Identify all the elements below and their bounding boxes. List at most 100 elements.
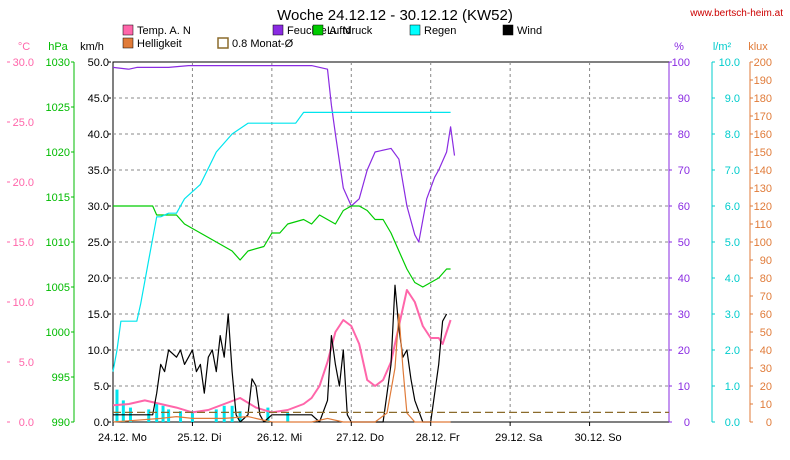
axis-tick-label-temp: 5.0 xyxy=(19,357,34,369)
axis-tick-label-rain: 0.0 xyxy=(725,417,740,429)
legend-swatch-0 xyxy=(122,24,134,36)
x-axis-label: 24.12. Mo xyxy=(98,432,147,444)
legend-swatch-1 xyxy=(272,24,284,36)
axis-tick-label-temp: 20.0 xyxy=(13,177,34,189)
axis-tick-label-wind: 50.0 xyxy=(88,57,109,69)
axis-tick-label-rain: 2.0 xyxy=(725,345,740,357)
axis-unit-rain: l/m² xyxy=(713,41,732,53)
axis-tick-label-temp: 15.0 xyxy=(13,237,34,249)
axis-tick-label-rain: 6.0 xyxy=(725,201,740,213)
axis-tick-label-light: 20 xyxy=(760,381,772,393)
legend-label-6: 0.8 Monat-Ø xyxy=(232,38,294,50)
axis-tick-label-humidity: 80 xyxy=(678,129,690,141)
legend-swatch-4 xyxy=(502,24,514,36)
axis-tick-label-light: 30 xyxy=(760,363,772,375)
x-axis-label: 29.12. Sa xyxy=(495,432,543,444)
axis-tick-label-light: 110 xyxy=(754,219,772,231)
rain-bar-5 xyxy=(161,405,165,422)
x-axis-label: 28.12. Fr xyxy=(416,432,460,444)
axis-tick-label-humidity: 90 xyxy=(678,93,690,105)
series-line-temp-a-n xyxy=(112,289,452,414)
rain-bar-10 xyxy=(222,405,226,422)
legend-label-5: Helligkeit xyxy=(137,38,182,50)
gridlines xyxy=(112,61,670,423)
series-line-feuchte-a-n xyxy=(112,64,456,243)
axis-tick-label-light: 10 xyxy=(760,399,772,411)
axis-headers: °C hPa km/h% l/m² klux xyxy=(18,41,768,53)
axis-tick-label-pressure: 1025 xyxy=(46,102,70,114)
x-axis-label: 30.12. So xyxy=(575,432,622,444)
axis-tick-label-light: 170 xyxy=(754,111,772,123)
axes: 0.05.010.015.020.025.030.099099510001005… xyxy=(7,57,772,429)
plot-series xyxy=(112,64,669,423)
axis-tick-label-humidity: 70 xyxy=(678,165,690,177)
axis-tick-label-temp: 25.0 xyxy=(13,117,34,129)
legend-label-0: Temp. A. N xyxy=(137,25,191,37)
axis-tick-label-rain: 8.0 xyxy=(725,129,740,141)
axis-unit-wind: km/h xyxy=(80,41,104,53)
axis-tick-label-pressure: 1000 xyxy=(46,327,70,339)
axis-tick-label-humidity: 0 xyxy=(684,417,690,429)
axis-tick-label-wind: 0.0 xyxy=(94,417,109,429)
axis-tick-label-wind: 15.0 xyxy=(88,309,109,321)
axis-tick-label-wind: 20.0 xyxy=(88,273,109,285)
rain-bar-8 xyxy=(190,411,194,422)
axis-tick-label-temp: 0.0 xyxy=(19,417,34,429)
axis-unit-pressure: hPa xyxy=(48,41,68,53)
source-url: www.bertsch-heim.at xyxy=(689,8,783,19)
axis-tick-label-light: 200 xyxy=(754,57,772,69)
rain-bar-6 xyxy=(167,409,171,422)
axis-tick-label-rain: 4.0 xyxy=(725,273,740,285)
axis-tick-label-temp: 30.0 xyxy=(13,57,34,69)
axis-unit-light: klux xyxy=(748,41,768,53)
rain-bar-13 xyxy=(266,407,270,422)
axis-tick-label-humidity: 20 xyxy=(678,345,690,357)
axis-tick-label-light: 130 xyxy=(754,183,772,195)
axis-tick-label-humidity: 30 xyxy=(678,309,690,321)
rain-bar-3 xyxy=(147,409,151,422)
series-line-luftdruck xyxy=(113,205,451,288)
axis-tick-label-pressure: 1005 xyxy=(46,282,70,294)
axis-tick-label-pressure: 1010 xyxy=(46,237,70,249)
axis-tick-label-pressure: 1015 xyxy=(46,192,70,204)
axis-tick-label-light: 70 xyxy=(760,291,772,303)
axis-tick-label-rain: 5.0 xyxy=(725,237,740,249)
axis-tick-label-light: 120 xyxy=(754,201,772,213)
legend-swatch-3 xyxy=(409,24,421,36)
axis-unit-humidity: % xyxy=(674,41,684,53)
axis-tick-label-pressure: 995 xyxy=(52,372,70,384)
series-line-helligkeit xyxy=(112,313,451,423)
axis-tick-label-light: 160 xyxy=(754,129,772,141)
axis-tick-label-wind: 25.0 xyxy=(88,237,109,249)
axis-tick-label-rain: 9.0 xyxy=(725,93,740,105)
chart-title: Woche 24.12.12 - 30.12.12 (KW52) xyxy=(277,7,513,24)
axis-tick-label-light: 50 xyxy=(760,327,772,339)
axis-tick-label-rain: 7.0 xyxy=(725,165,740,177)
axis-tick-label-light: 0 xyxy=(766,417,772,429)
x-axis-label: 27.12. Do xyxy=(336,432,384,444)
legend-swatch-5 xyxy=(122,37,134,49)
legend-swatch-2 xyxy=(312,24,324,36)
legend-label-3: Regen xyxy=(424,25,456,37)
x-axis-label: 25.12. Di xyxy=(177,432,221,444)
axis-tick-label-humidity: 60 xyxy=(678,201,690,213)
axis-tick-label-light: 140 xyxy=(754,165,772,177)
axis-tick-label-pressure: 1030 xyxy=(46,57,70,69)
axis-tick-label-humidity: 100 xyxy=(672,57,690,69)
axis-tick-label-wind: 10.0 xyxy=(88,345,109,357)
axis-tick-label-wind: 5.0 xyxy=(94,381,109,393)
series-line-regen xyxy=(112,111,451,372)
axis-tick-label-light: 80 xyxy=(760,273,772,285)
axis-unit-temp: °C xyxy=(18,41,30,53)
axis-tick-label-light: 150 xyxy=(754,147,772,159)
axis-tick-label-pressure: 1020 xyxy=(46,147,70,159)
legend-swatch-6 xyxy=(217,37,229,49)
rain-bar-1 xyxy=(121,400,125,422)
rain-bar-9 xyxy=(214,409,218,422)
axis-tick-label-rain: 1.0 xyxy=(725,381,740,393)
axis-tick-label-wind: 30.0 xyxy=(88,201,109,213)
legend-label-2: Luftdruck xyxy=(327,25,373,37)
axis-tick-label-light: 90 xyxy=(760,255,772,267)
